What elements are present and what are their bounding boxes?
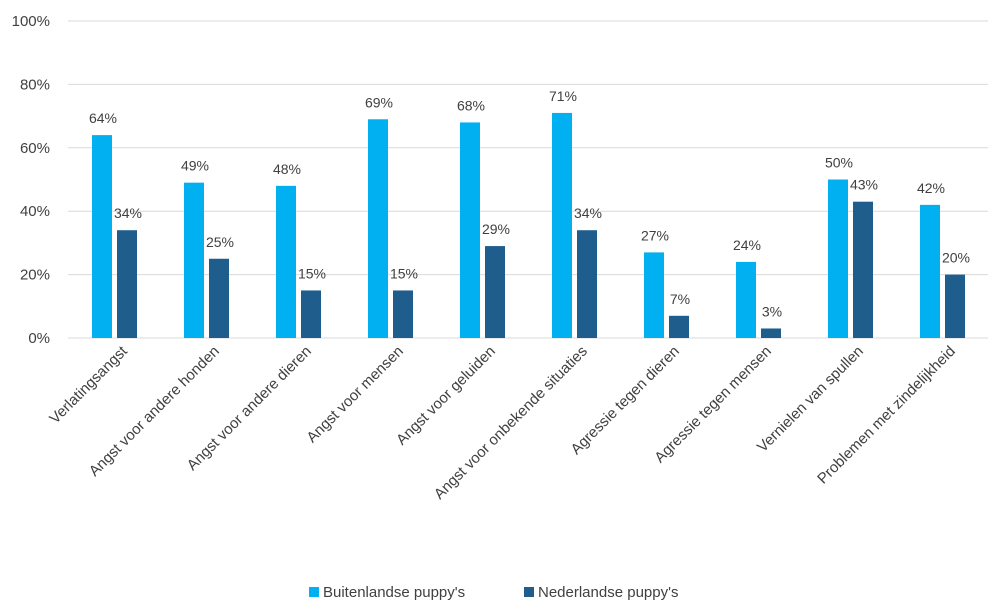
- y-axis-ticks: 0% 20% 40% 60% 80% 100%: [12, 13, 50, 347]
- bar: [669, 315, 689, 338]
- data-label: 49%: [181, 158, 209, 174]
- legend-swatch: [524, 587, 534, 597]
- bar: [276, 185, 296, 338]
- data-label: 29%: [482, 221, 510, 237]
- data-label: 43%: [850, 177, 878, 193]
- bar: [920, 204, 940, 338]
- legend-label: Nederlandse puppy's: [538, 584, 678, 601]
- data-label: 24%: [733, 237, 761, 253]
- category-label: Verlatingsangst: [46, 342, 131, 427]
- bar: [945, 274, 965, 338]
- legend-swatch: [309, 587, 319, 597]
- data-label: 34%: [574, 205, 602, 221]
- bar: [577, 230, 597, 338]
- bar: [485, 246, 505, 338]
- category-label: Angst voor onbekende situaties: [431, 343, 591, 503]
- bar: [853, 201, 873, 338]
- bar: [736, 261, 756, 338]
- bar: [209, 258, 229, 338]
- bar: [184, 182, 204, 338]
- y-tick-label: 40%: [20, 203, 50, 220]
- bar: [393, 290, 413, 338]
- data-label: 34%: [114, 205, 142, 221]
- bar: [828, 179, 848, 338]
- y-tick-label: 100%: [12, 13, 50, 30]
- bar: [92, 135, 112, 338]
- data-label: 71%: [549, 88, 577, 104]
- bar: [644, 252, 664, 338]
- y-tick-label: 60%: [20, 140, 50, 157]
- legend: Buitenlandse puppy's Nederlandse puppy's: [309, 584, 678, 601]
- bars: [92, 112, 965, 339]
- bar: [368, 119, 388, 339]
- y-tick-label: 0%: [28, 330, 50, 347]
- legend-label: Buitenlandse puppy's: [323, 584, 465, 601]
- data-labels: 64% 34% 49% 25% 48% 15% 69% 15% 68% 29% 71% 34% 27% 7…: [89, 88, 970, 320]
- data-label: 42%: [917, 180, 945, 196]
- data-label: 15%: [390, 265, 418, 281]
- bar: [117, 230, 137, 338]
- data-label: 50%: [825, 155, 853, 171]
- bar: [552, 112, 572, 339]
- y-tick-label: 80%: [20, 76, 50, 93]
- data-label: 69%: [365, 94, 393, 110]
- y-tick-label: 20%: [20, 267, 50, 284]
- data-label: 48%: [273, 161, 301, 177]
- data-label: 64%: [89, 110, 117, 126]
- data-label: 27%: [641, 227, 669, 243]
- bar: [761, 328, 781, 338]
- data-label: 68%: [457, 97, 485, 113]
- data-label: 3%: [762, 303, 782, 319]
- category-label: Angst voor mensen: [303, 343, 406, 446]
- data-label: 15%: [298, 265, 326, 281]
- data-label: 20%: [942, 250, 970, 266]
- data-label: 7%: [670, 291, 690, 307]
- bar: [301, 290, 321, 338]
- bar: [460, 122, 480, 338]
- category-label: Angst voor geluiden: [393, 343, 499, 449]
- data-label: 25%: [206, 234, 234, 250]
